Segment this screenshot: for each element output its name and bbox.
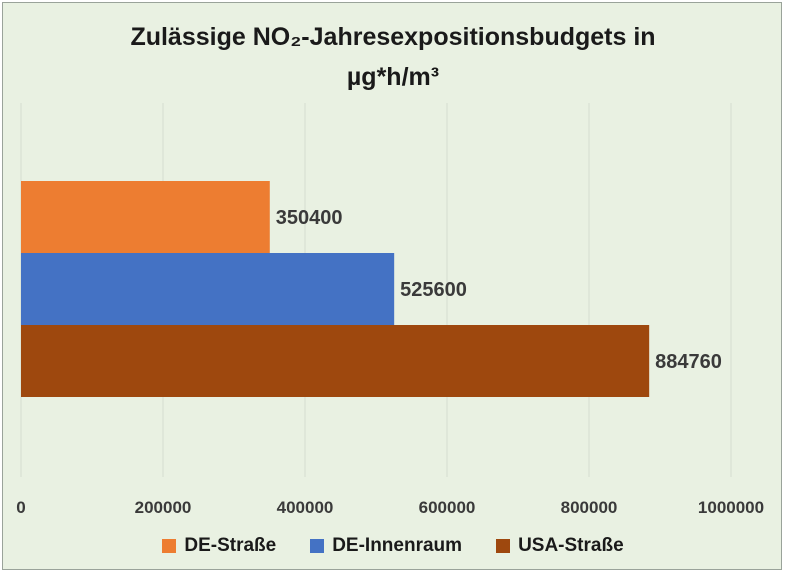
legend-swatch-de-innenraum bbox=[310, 539, 325, 553]
plot-area: 350400 525600 884760 0 200000 400000 600000 80… bbox=[16, 103, 764, 517]
chart-title-line-1: Zulässige NO₂-Jahresexpositionsbudgets i… bbox=[130, 23, 656, 51]
legend-swatch-de-strasse bbox=[162, 539, 177, 553]
bar-0 bbox=[21, 181, 270, 253]
x-tick-label-3: 600000 bbox=[419, 498, 476, 517]
x-tick-label-5: 1000000 bbox=[698, 498, 764, 517]
legend-item-de-strasse: DE-Straße bbox=[162, 535, 276, 557]
data-label-1: 525600 bbox=[400, 279, 467, 301]
chart-title-line-2: µg*h/m³ bbox=[346, 63, 440, 91]
legend-swatch-usa-strasse bbox=[496, 539, 511, 553]
x-tick-label-4: 800000 bbox=[561, 498, 618, 517]
legend-label-de-innenraum: DE-Innenraum bbox=[332, 535, 463, 556]
x-tick-label-0: 0 bbox=[16, 498, 25, 517]
x-axis-ticks: 0 200000 400000 600000 800000 1000000 bbox=[16, 498, 764, 517]
x-tick-label-1: 200000 bbox=[135, 498, 192, 517]
chart-title: Zulässige NO₂-Jahresexpositionsbudgets i… bbox=[3, 17, 783, 97]
data-label-0: 350400 bbox=[276, 207, 343, 229]
legend-item-usa-strasse: USA-Straße bbox=[496, 535, 624, 557]
data-labels: 350400 525600 884760 bbox=[276, 207, 722, 373]
legend-item-de-innenraum: DE-Innenraum bbox=[310, 535, 462, 557]
bar-2 bbox=[21, 325, 650, 397]
bars bbox=[21, 181, 650, 397]
data-label-2: 884760 bbox=[655, 351, 722, 373]
bar-1 bbox=[21, 253, 395, 325]
x-tick-label-2: 400000 bbox=[277, 498, 334, 517]
legend: DE-Straße DE-Innenraum USA-Straße bbox=[3, 535, 783, 557]
legend-label-usa-strasse: USA-Straße bbox=[518, 535, 624, 556]
legend-label-de-strasse: DE-Straße bbox=[184, 535, 277, 556]
